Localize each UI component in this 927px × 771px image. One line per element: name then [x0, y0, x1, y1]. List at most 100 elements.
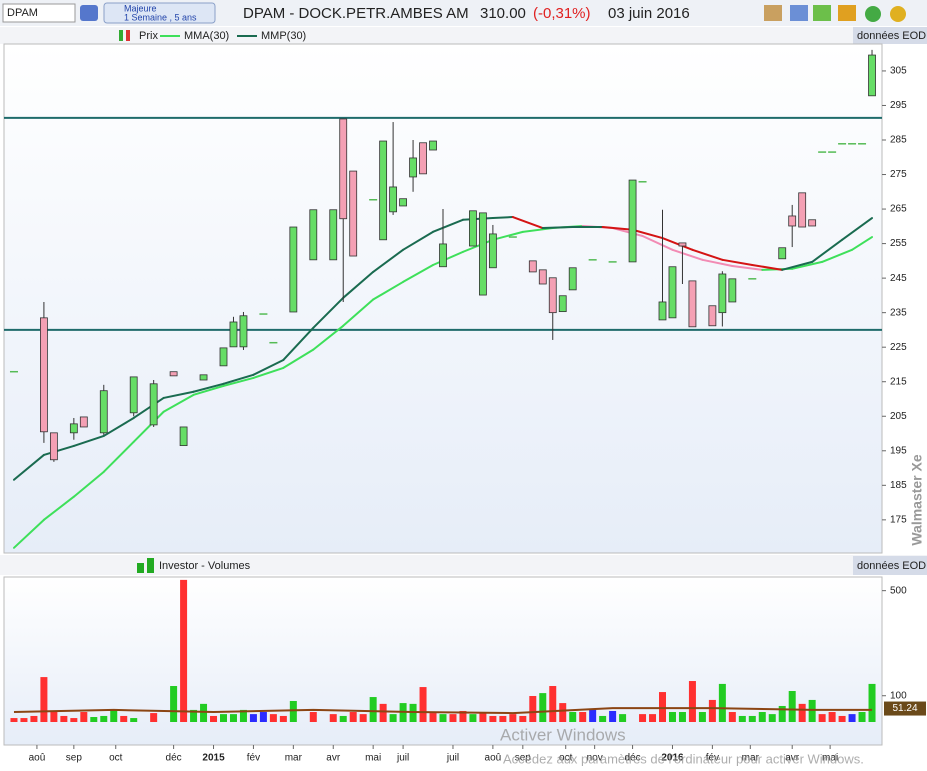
- period-range: 1 Semaine , 5 ans: [124, 12, 197, 22]
- candle-body: [169, 371, 178, 377]
- volume-bar: [798, 703, 806, 722]
- average-segment: [781, 260, 814, 271]
- x-tick-label: déc: [625, 753, 641, 764]
- candle-body: [289, 226, 298, 313]
- candle-body: [568, 267, 577, 291]
- y-tick-label: 500: [890, 585, 907, 596]
- volume-bar: [229, 714, 237, 722]
- candle-body: [788, 215, 797, 227]
- volume-bar: [549, 686, 557, 722]
- volume-bar: [190, 709, 198, 722]
- candle-body: [379, 140, 388, 241]
- average-segment: [162, 390, 195, 399]
- x-tick-label: mar: [285, 753, 303, 764]
- y-tick-label: 305: [890, 66, 907, 77]
- period-select[interactable]: [103, 2, 216, 24]
- tool-icon[interactable]: [813, 5, 831, 21]
- average-segment: [641, 234, 674, 251]
- badge: [884, 701, 926, 716]
- tool-icon[interactable]: [890, 6, 906, 22]
- candle-body: [49, 432, 58, 461]
- volume-bar: [170, 686, 178, 722]
- legend-label: MMP(30): [261, 30, 306, 42]
- volume-icon: [147, 558, 154, 573]
- tool-icon[interactable]: [838, 5, 856, 21]
- candle-body: [548, 277, 557, 314]
- candle-body: [339, 118, 348, 220]
- average-segment: [72, 434, 105, 447]
- candle-body: [439, 243, 447, 268]
- symbol-input[interactable]: [2, 3, 76, 23]
- x-tick-label: mai: [365, 753, 381, 764]
- badge-label: 51.24: [892, 703, 917, 714]
- candle-body: [129, 376, 138, 414]
- average-segment: [132, 396, 165, 419]
- volume-bar: [649, 714, 657, 722]
- windows-watermark: Accédez aux paramètres de l'ordinateur p…: [503, 751, 864, 766]
- average-segment: [402, 230, 435, 251]
- volume-bar: [678, 712, 686, 722]
- volume-bar: [659, 692, 666, 722]
- average-segment: [491, 230, 524, 241]
- volume-bar: [738, 715, 746, 722]
- volume-bar: [50, 712, 58, 722]
- volume-bar: [569, 712, 577, 722]
- volume-bar: [359, 714, 367, 722]
- candle-body: [79, 416, 88, 428]
- volume-bar: [519, 715, 527, 722]
- candle-body: [718, 273, 727, 314]
- tool-icon[interactable]: [865, 6, 881, 22]
- candle-body: [229, 321, 238, 348]
- candle-body: [778, 247, 787, 260]
- candle-body: [199, 374, 208, 381]
- candle-body: [558, 295, 567, 313]
- volume-bar: [220, 714, 227, 722]
- y-tick-label: 295: [890, 100, 907, 111]
- x-tick-label: sep: [515, 753, 532, 764]
- tool-icon[interactable]: [764, 5, 782, 21]
- candle-body: [658, 301, 667, 321]
- candle-body: [688, 280, 697, 328]
- volume-bar: [499, 715, 507, 722]
- volume-bar: [778, 705, 786, 722]
- volume-bar: [110, 709, 118, 722]
- volume-bar: [768, 714, 776, 722]
- volume-bar: [868, 683, 876, 722]
- y-tick-label: 205: [890, 411, 907, 422]
- volume-bar: [60, 715, 68, 722]
- windows-watermark: Activer Windows: [500, 725, 626, 744]
- volume-average: [13, 707, 873, 715]
- average-segment: [821, 248, 854, 263]
- y-tick-label: 175: [890, 514, 907, 525]
- legend-bar: [0, 27, 927, 44]
- title: DPAM - DOCK.PETR.AMBES AM: [243, 5, 469, 22]
- volume-icon: [137, 563, 144, 573]
- volume-bar: [509, 714, 517, 722]
- tool-icon[interactable]: [790, 5, 808, 21]
- candle-body: [429, 140, 437, 151]
- average-segment: [791, 260, 824, 270]
- average-segment: [342, 270, 375, 299]
- volume-bar: [858, 712, 866, 722]
- volume-bar: [479, 712, 487, 722]
- volume-bar: [529, 695, 537, 722]
- candle-body: [399, 198, 407, 207]
- book-icon[interactable]: [80, 5, 98, 21]
- volume-bar: [30, 715, 38, 722]
- x-tick-label: oct: [559, 753, 573, 764]
- average-segment: [811, 238, 844, 263]
- volume-bar: [539, 693, 547, 722]
- volume-bar: [309, 712, 317, 722]
- volume-bar: [120, 715, 128, 722]
- average-segment: [841, 217, 874, 241]
- x-tick-label: oct: [109, 753, 123, 764]
- volume-bar: [130, 718, 138, 722]
- average-segment: [851, 236, 874, 251]
- legend-icon: [126, 30, 130, 41]
- average-segment: [461, 238, 494, 253]
- average-segment: [192, 384, 225, 396]
- brand: Walmaster Xe: [909, 454, 925, 546]
- average-segment: [731, 265, 764, 271]
- volume-bar: [40, 677, 48, 722]
